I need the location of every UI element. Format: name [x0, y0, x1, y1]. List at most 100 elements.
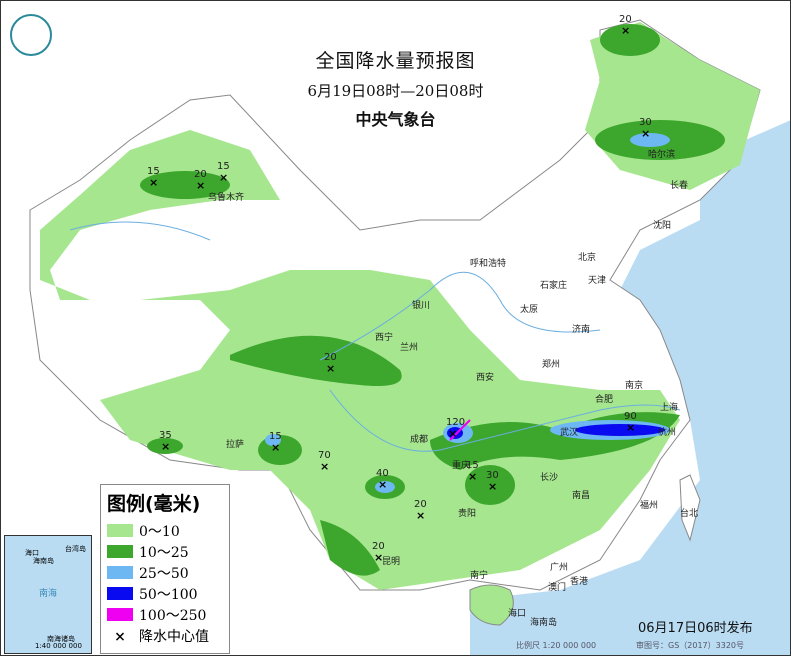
city-label: 福州: [640, 501, 659, 511]
city-label: 海南岛: [530, 618, 558, 628]
rain-center-cross-icon: ×: [641, 127, 651, 140]
inset-label: 南海: [39, 589, 58, 599]
rain-center-value: 30: [639, 117, 652, 128]
city-label: 沈阳: [653, 221, 672, 231]
city-label: 台北: [680, 509, 699, 519]
cma-logo: [10, 14, 52, 56]
city-label: 贵阳: [458, 509, 477, 519]
rain-center-value: 20: [414, 499, 427, 510]
rain-center-cross-icon: ×: [149, 176, 159, 189]
rain-center-value: 20: [194, 169, 207, 180]
city-label: 石家庄: [540, 281, 568, 291]
legend-row: 0～10: [101, 520, 229, 541]
rain-center-cross-icon: ×: [468, 470, 478, 483]
city-label: 拉萨: [226, 440, 245, 450]
city-label: 北京: [578, 253, 597, 263]
city-label: 银川: [412, 301, 431, 311]
legend-label: 25～50: [139, 565, 189, 582]
legend-row: 10～25: [101, 541, 229, 562]
rain-center-cross-icon: ×: [161, 440, 171, 453]
city-label: 澳门: [548, 583, 567, 593]
city-label: 南宁: [470, 571, 489, 581]
city-label: 重庆: [452, 461, 471, 471]
rain-center-value: 20: [619, 14, 632, 25]
legend-title: 图例(毫米): [107, 493, 201, 515]
legend-row: 25～50: [101, 562, 229, 583]
city-label: 香港: [570, 577, 589, 587]
city-label: 上海: [660, 403, 679, 413]
rain-center-cross-icon: ×: [378, 478, 388, 491]
inset-label: 1:40 000 000: [35, 642, 82, 650]
city-label: 长春: [670, 181, 689, 191]
legend-label: 100～250: [139, 607, 207, 624]
city-label: 哈尔滨: [648, 150, 676, 160]
inset-label: 海口: [25, 549, 39, 557]
south-china-sea-inset: 海口 海南岛 台湾岛 南海 南海诸岛 1:40 000 000: [4, 535, 92, 654]
legend-label: 10～25: [139, 544, 189, 561]
rain-center-value: 40: [376, 468, 389, 479]
rain-center-value: 15: [217, 161, 230, 172]
approval-number: 审图号：GS（2017）3320号: [636, 641, 744, 650]
rain-center-cross-icon: ×: [448, 427, 458, 440]
city-label: 武汉: [560, 428, 579, 438]
rain-center-cross-icon: ×: [326, 362, 336, 375]
rain-center-value: 15: [147, 166, 160, 177]
inset-label: 海南岛: [33, 557, 54, 565]
legend-row: 50～100: [101, 583, 229, 604]
city-label: 郑州: [542, 360, 561, 370]
legend-swatch: [107, 524, 133, 537]
rain-center-cross-icon: ×: [374, 551, 384, 564]
legend-swatch: [107, 566, 133, 579]
city-label: 西宁: [375, 333, 394, 343]
rain-center-cross-icon: ×: [196, 179, 206, 192]
rain-center-cross-icon: ×: [621, 24, 631, 37]
city-label: 西安: [476, 373, 495, 383]
legend: 图例(毫米) 0～10 10～25 25～50 50～100 100～250 × 降水中心…: [100, 484, 230, 654]
legend-center-row: × 降水中心值: [101, 625, 229, 646]
rain-center-value: 20: [324, 352, 337, 363]
city-label: 兰州: [400, 343, 419, 353]
city-label: 海口: [508, 609, 527, 619]
rain-center-cross-icon: ×: [271, 441, 281, 454]
legend-swatch: [107, 587, 133, 600]
legend-swatch: [107, 608, 133, 621]
issuer: 中央气象台: [355, 110, 436, 129]
city-label: 杭州: [658, 428, 677, 438]
legend-label: 降水中心值: [139, 628, 209, 645]
map-scale: 比例尺 1:20 000 000: [516, 641, 597, 650]
city-label: 广州: [550, 563, 569, 573]
city-label: 济南: [572, 325, 591, 335]
legend-label: 0～10: [139, 523, 180, 540]
rain-center-value: 70: [318, 450, 331, 461]
published-time: 06月17日06时发布: [638, 621, 753, 636]
city-label: 南京: [625, 381, 644, 391]
city-label: 昆明: [382, 557, 401, 567]
inset-label: 台湾岛: [65, 545, 86, 553]
rain-center-cross-icon: ×: [416, 509, 426, 522]
city-label: 成都: [410, 435, 429, 445]
rain-center-value: 15: [269, 431, 282, 442]
rain-center-value: 15: [466, 460, 479, 471]
hainan-island: [469, 584, 514, 626]
city-label: 太原: [520, 305, 539, 315]
taiwan-island: [679, 474, 701, 542]
cross-icon: ×: [114, 629, 126, 645]
sea-area: [470, 120, 791, 656]
rain-center-cross-icon: ×: [626, 421, 636, 434]
legend-label: 50～100: [139, 586, 198, 603]
rivers: [69, 221, 681, 452]
rain-center-value: 20: [372, 541, 385, 552]
rain-100-250: [449, 419, 471, 441]
map-title: 全国降水量预报图: [315, 50, 476, 72]
city-label: 天津: [588, 276, 607, 286]
rain-center-value: 35: [159, 430, 172, 441]
city-label: 呼和浩特: [470, 259, 507, 269]
inset-label: 南海诸岛: [47, 635, 75, 643]
city-label: 长沙: [540, 473, 559, 483]
legend-row: 100～250: [101, 604, 229, 625]
rain-center-cross-icon: ×: [488, 480, 498, 493]
rain-center-cross-icon: ×: [320, 460, 330, 473]
rain-center-cross-icon: ×: [219, 171, 229, 184]
